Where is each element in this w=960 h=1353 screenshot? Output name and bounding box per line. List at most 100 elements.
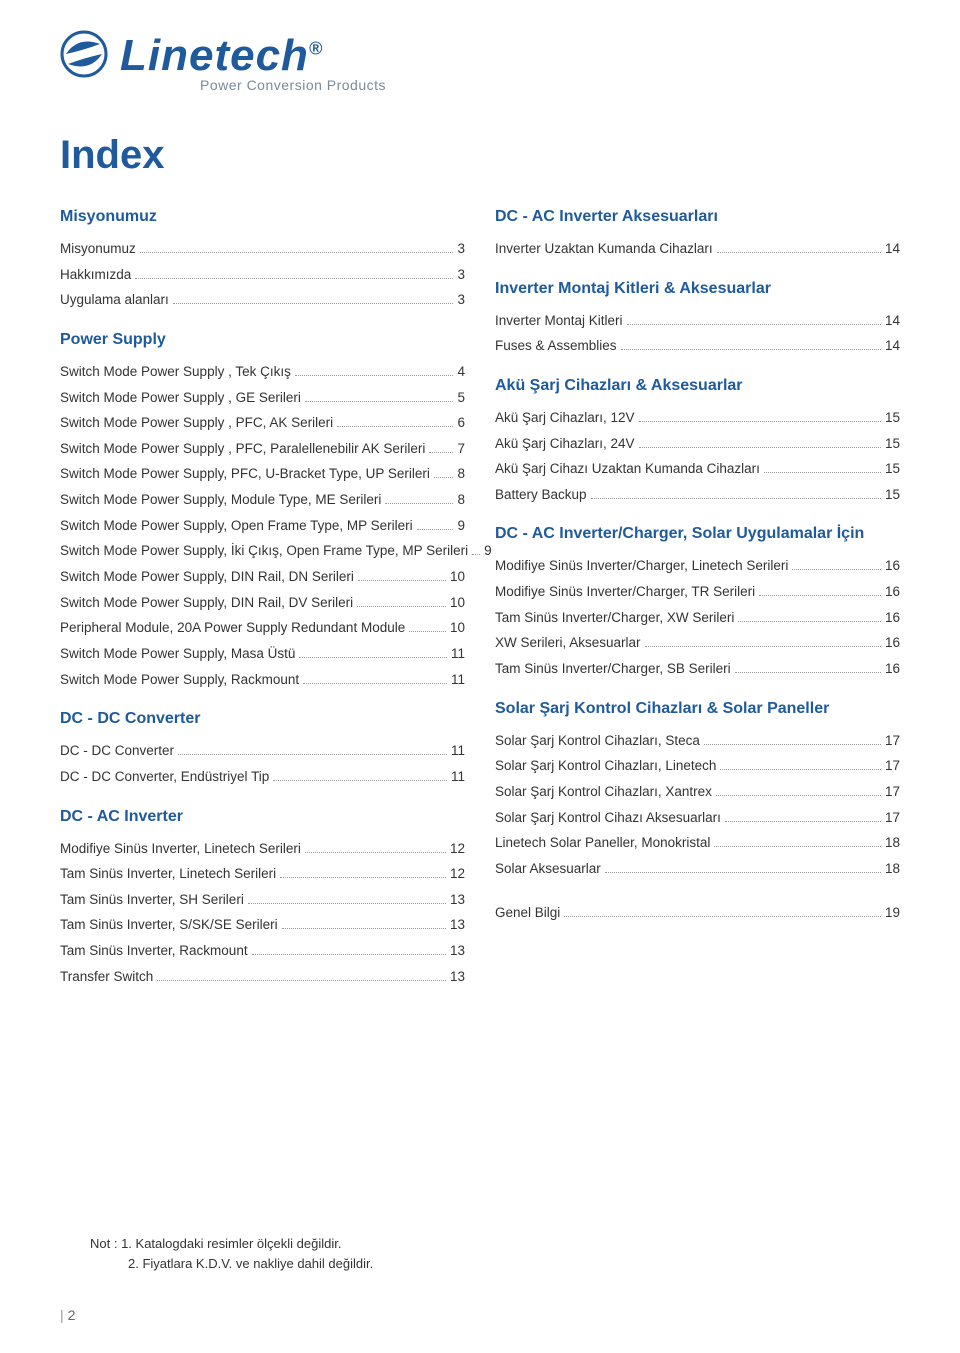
- toc-leader-dots: [140, 252, 454, 253]
- toc-label: Switch Mode Power Supply, Rackmount: [60, 667, 299, 693]
- toc-label: Switch Mode Power Supply, Masa Üstü: [60, 641, 295, 667]
- toc-page-number: 12: [450, 836, 465, 862]
- page-number: |2: [60, 1307, 75, 1323]
- toc-row[interactable]: Hakkımızda 3: [60, 262, 465, 288]
- toc-label: Misyonumuz: [60, 236, 136, 262]
- toc-row[interactable]: Battery Backup15: [495, 482, 900, 508]
- toc-row[interactable]: Modifiye Sinüs Inverter, Linetech Serile…: [60, 836, 465, 862]
- toc-section-title: Akü Şarj Cihazları & Aksesuarlar: [495, 377, 900, 395]
- toc-label: XW Serileri, Aksesuarlar: [495, 630, 641, 656]
- toc-row[interactable]: Tam Sinüs Inverter, S/SK/SE Serileri13: [60, 912, 465, 938]
- toc-row[interactable]: XW Serileri, Aksesuarlar16: [495, 630, 900, 656]
- toc-label: Tam Sinüs Inverter, S/SK/SE Serileri: [60, 912, 278, 938]
- toc-label: Tam Sinüs Inverter/Charger, SB Serileri: [495, 656, 731, 682]
- toc-row[interactable]: Switch Mode Power Supply, DIN Rail, DN S…: [60, 564, 465, 590]
- toc-row[interactable]: Switch Mode Power Supply, İki Çıkış, Ope…: [60, 538, 465, 564]
- toc-leader-dots: [295, 375, 454, 376]
- toc-page-number: 7: [457, 436, 465, 462]
- toc-section-title: DC - DC Converter: [60, 710, 465, 728]
- toc-leader-dots: [738, 621, 881, 622]
- toc-leader-dots: [429, 452, 453, 453]
- toc-row[interactable]: Peripheral Module, 20A Power Supply Redu…: [60, 615, 465, 641]
- toc-row[interactable]: Solar Şarj Kontrol Cihazları, Xantrex17: [495, 779, 900, 805]
- toc-page-number: 3: [457, 287, 465, 313]
- toc-row[interactable]: Tam Sinüs Inverter, Linetech Serileri12: [60, 861, 465, 887]
- toc-row[interactable]: Transfer Switch13: [60, 964, 465, 990]
- toc-page-number: 5: [457, 385, 465, 411]
- toc-leader-dots: [621, 349, 881, 350]
- toc-row[interactable]: Uygulama alanları3: [60, 287, 465, 313]
- toc-leader-dots: [704, 744, 881, 745]
- logo-trademark: ®: [309, 38, 323, 58]
- toc-row[interactable]: Modifiye Sinüs Inverter/Charger, Linetec…: [495, 553, 900, 579]
- toc-row[interactable]: Solar Şarj Kontrol Cihazı Aksesuarları 17: [495, 805, 900, 831]
- toc-row[interactable]: Switch Mode Power Supply, DIN Rail, DV S…: [60, 590, 465, 616]
- toc-leader-dots: [178, 754, 447, 755]
- toc-row[interactable]: DC - DC Converter11: [60, 738, 465, 764]
- toc-page-number: 3: [457, 262, 465, 288]
- logo-name-text: Linetech: [120, 31, 309, 80]
- toc-label: Switch Mode Power Supply, Open Frame Typ…: [60, 513, 413, 539]
- page-number-value: 2: [68, 1307, 76, 1323]
- toc-row[interactable]: Tam Sinüs Inverter/Charger, XW Serileri1…: [495, 605, 900, 631]
- toc-page-number: 4: [457, 359, 465, 385]
- toc-page-number: 18: [885, 830, 900, 856]
- toc-label: Solar Şarj Kontrol Cihazları, Linetech: [495, 753, 716, 779]
- toc-row[interactable]: Misyonumuz 3: [60, 236, 465, 262]
- toc-page-number: 10: [450, 590, 465, 616]
- toc-row[interactable]: Switch Mode Power Supply , PFC, Paralell…: [60, 436, 465, 462]
- toc-page-number: 17: [885, 805, 900, 831]
- toc-row[interactable]: Akü Şarj Cihazı Uzaktan Kumanda Cihazlar…: [495, 456, 900, 482]
- toc-row[interactable]: Switch Mode Power Supply, Module Type, M…: [60, 487, 465, 513]
- toc-columns: MisyonumuzMisyonumuz3Hakkımızda3Uygulama…: [60, 208, 900, 989]
- toc-row[interactable]: Akü Şarj Cihazları, 12V15: [495, 405, 900, 431]
- toc-row[interactable]: Switch Mode Power Supply , PFC, AK Seril…: [60, 410, 465, 436]
- toc-row[interactable]: DC - DC Converter, Endüstriyel Tip11: [60, 764, 465, 790]
- toc-label: Switch Mode Power Supply , GE Serileri: [60, 385, 301, 411]
- toc-row[interactable]: Akü Şarj Cihazları, 24V15: [495, 431, 900, 457]
- toc-row[interactable]: Tam Sinüs Inverter/Charger, SB Serileri 1…: [495, 656, 900, 682]
- toc-label: Hakkımızda: [60, 262, 131, 288]
- toc-label: DC - DC Converter, Endüstriyel Tip: [60, 764, 269, 790]
- toc-page-number: 13: [450, 887, 465, 913]
- toc-page-number: 16: [885, 579, 900, 605]
- toc-leader-dots: [280, 877, 446, 878]
- toc-row[interactable]: Solar Aksesuarlar18: [495, 856, 900, 882]
- toc-row[interactable]: Linetech Solar Paneller, Monokristal 18: [495, 830, 900, 856]
- toc-leader-dots: [720, 769, 881, 770]
- toc-leader-dots: [173, 303, 454, 304]
- toc-row[interactable]: Inverter Uzaktan Kumanda Cihazları14: [495, 236, 900, 262]
- toc-row[interactable]: Solar Şarj Kontrol Cihazları, Steca17: [495, 728, 900, 754]
- toc-row[interactable]: Switch Mode Power Supply , GE Serileri 5: [60, 385, 465, 411]
- toc-leader-dots: [639, 421, 881, 422]
- toc-row[interactable]: Inverter Montaj Kitleri14: [495, 308, 900, 334]
- toc-row[interactable]: Switch Mode Power Supply, Rackmount 11: [60, 667, 465, 693]
- toc-label: Linetech Solar Paneller, Monokristal: [495, 830, 710, 856]
- toc-row[interactable]: Genel Bilgi19: [495, 900, 900, 926]
- toc-row[interactable]: Switch Mode Power Supply, Masa Üstü11: [60, 641, 465, 667]
- toc-row[interactable]: Modifiye Sinüs Inverter/Charger, TR Seri…: [495, 579, 900, 605]
- toc-page-number: 16: [885, 656, 900, 682]
- toc-leader-dots: [358, 580, 446, 581]
- toc-page-number: 11: [451, 667, 465, 693]
- footnote-line-2: 2. Fiyatlara K.D.V. ve nakliye dahil değ…: [128, 1254, 373, 1274]
- toc-label: Modifiye Sinüs Inverter, Linetech Serile…: [60, 836, 301, 862]
- toc-label: Tam Sinüs Inverter, SH Serileri: [60, 887, 244, 913]
- page-number-bar: |: [60, 1307, 64, 1323]
- toc-row[interactable]: Switch Mode Power Supply, PFC, U-Bracket…: [60, 461, 465, 487]
- toc-row[interactable]: Tam Sinüs Inverter, Rackmount13: [60, 938, 465, 964]
- toc-leader-dots: [639, 447, 881, 448]
- toc-label: Inverter Uzaktan Kumanda Cihazları: [495, 236, 713, 262]
- toc-page-number: 3: [457, 236, 465, 262]
- toc-label: Switch Mode Power Supply , PFC, Paralell…: [60, 436, 425, 462]
- toc-leader-dots: [357, 606, 446, 607]
- toc-row[interactable]: Tam Sinüs Inverter, SH Serileri 13: [60, 887, 465, 913]
- toc-row[interactable]: Switch Mode Power Supply , Tek Çıkış4: [60, 359, 465, 385]
- toc-row[interactable]: Solar Şarj Kontrol Cihazları, Linetech17: [495, 753, 900, 779]
- toc-label: Solar Aksesuarlar: [495, 856, 601, 882]
- toc-label: Solar Şarj Kontrol Cihazı Aksesuarları: [495, 805, 721, 831]
- toc-row[interactable]: Switch Mode Power Supply, Open Frame Typ…: [60, 513, 465, 539]
- toc-label: Tam Sinüs Inverter, Rackmount: [60, 938, 248, 964]
- toc-page-number: 15: [885, 456, 900, 482]
- toc-row[interactable]: Fuses & Assemblies14: [495, 333, 900, 359]
